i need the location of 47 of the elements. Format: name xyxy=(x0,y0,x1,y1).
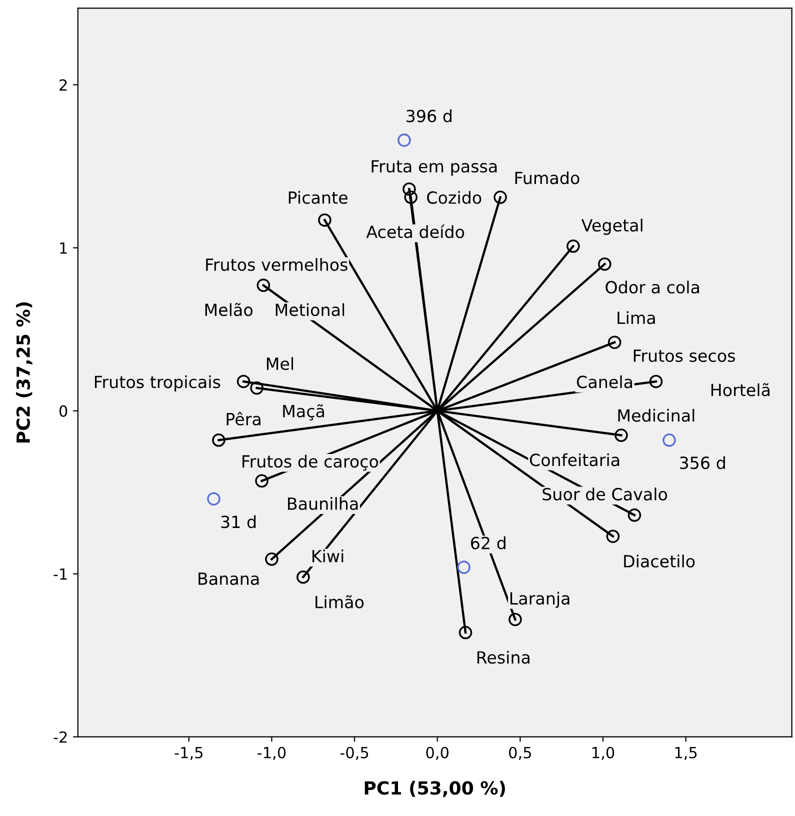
annotation: 356 d xyxy=(680,456,725,470)
annotation: Maçã xyxy=(283,404,324,420)
x-axis-title: PC1 (53,00 %) xyxy=(364,780,505,798)
annotation: 396 d xyxy=(406,109,452,122)
annotation: Diacetilo xyxy=(624,554,695,568)
y-tick-label: -1 xyxy=(54,568,67,580)
annotation: Baunilha xyxy=(288,497,358,510)
annotation: Kiwi xyxy=(312,550,344,562)
annotation: Odor a cola xyxy=(606,280,699,294)
annotation: Picante xyxy=(288,191,348,204)
x-tick-label: 1,5 xyxy=(675,747,697,760)
x-tick-label: -1,0 xyxy=(258,746,286,760)
annotation: 31 d xyxy=(221,515,256,528)
annotation: Confeitaria xyxy=(530,453,620,466)
annotation: Frutos de caroço xyxy=(242,454,378,471)
annotation: 62 d xyxy=(471,536,506,550)
annotation: Hortelã xyxy=(711,383,770,396)
annotation: Vegetal xyxy=(581,218,642,235)
x-tick-label: -0,5 xyxy=(340,746,368,760)
x-tick-label: -1,5 xyxy=(174,747,202,760)
annotation: Limão xyxy=(316,595,364,608)
annotation: Fruta em passa xyxy=(372,160,497,176)
annotation: Metional xyxy=(276,303,344,316)
annotation: Resina xyxy=(477,650,530,664)
y-tick-label: 0 xyxy=(59,405,68,417)
annotation: Laranja xyxy=(510,592,570,608)
annotation: Fumado xyxy=(515,171,580,184)
annotation: Frutos vermelhos xyxy=(206,258,348,271)
y-tick-label: 1 xyxy=(60,242,67,254)
annotation: Cozido xyxy=(427,191,482,204)
annotation: Canela xyxy=(576,375,632,388)
annotation: Frutos secos xyxy=(634,350,735,362)
annotation: Aceta deído xyxy=(366,224,464,238)
annotation: Suor de Cavalo xyxy=(542,488,668,500)
annotation: Frutos tropicais xyxy=(94,375,220,392)
y-axis-title: PC2 (37,25 %) xyxy=(16,302,32,443)
x-tick-label: 0,5 xyxy=(509,746,531,760)
y-tick-label: -2 xyxy=(54,731,67,743)
annotation: Pêra xyxy=(226,412,260,426)
x-tick-label: 1,0 xyxy=(592,746,614,760)
annotation: Melão xyxy=(205,302,252,316)
x-tick-label: 0,0 xyxy=(426,746,448,760)
annotation: Mel xyxy=(266,357,294,370)
annotation: Banana xyxy=(198,572,259,586)
annotation: Medicinal xyxy=(618,408,694,422)
y-tick-label: 2 xyxy=(60,79,67,91)
annotation: Lima xyxy=(618,311,655,324)
